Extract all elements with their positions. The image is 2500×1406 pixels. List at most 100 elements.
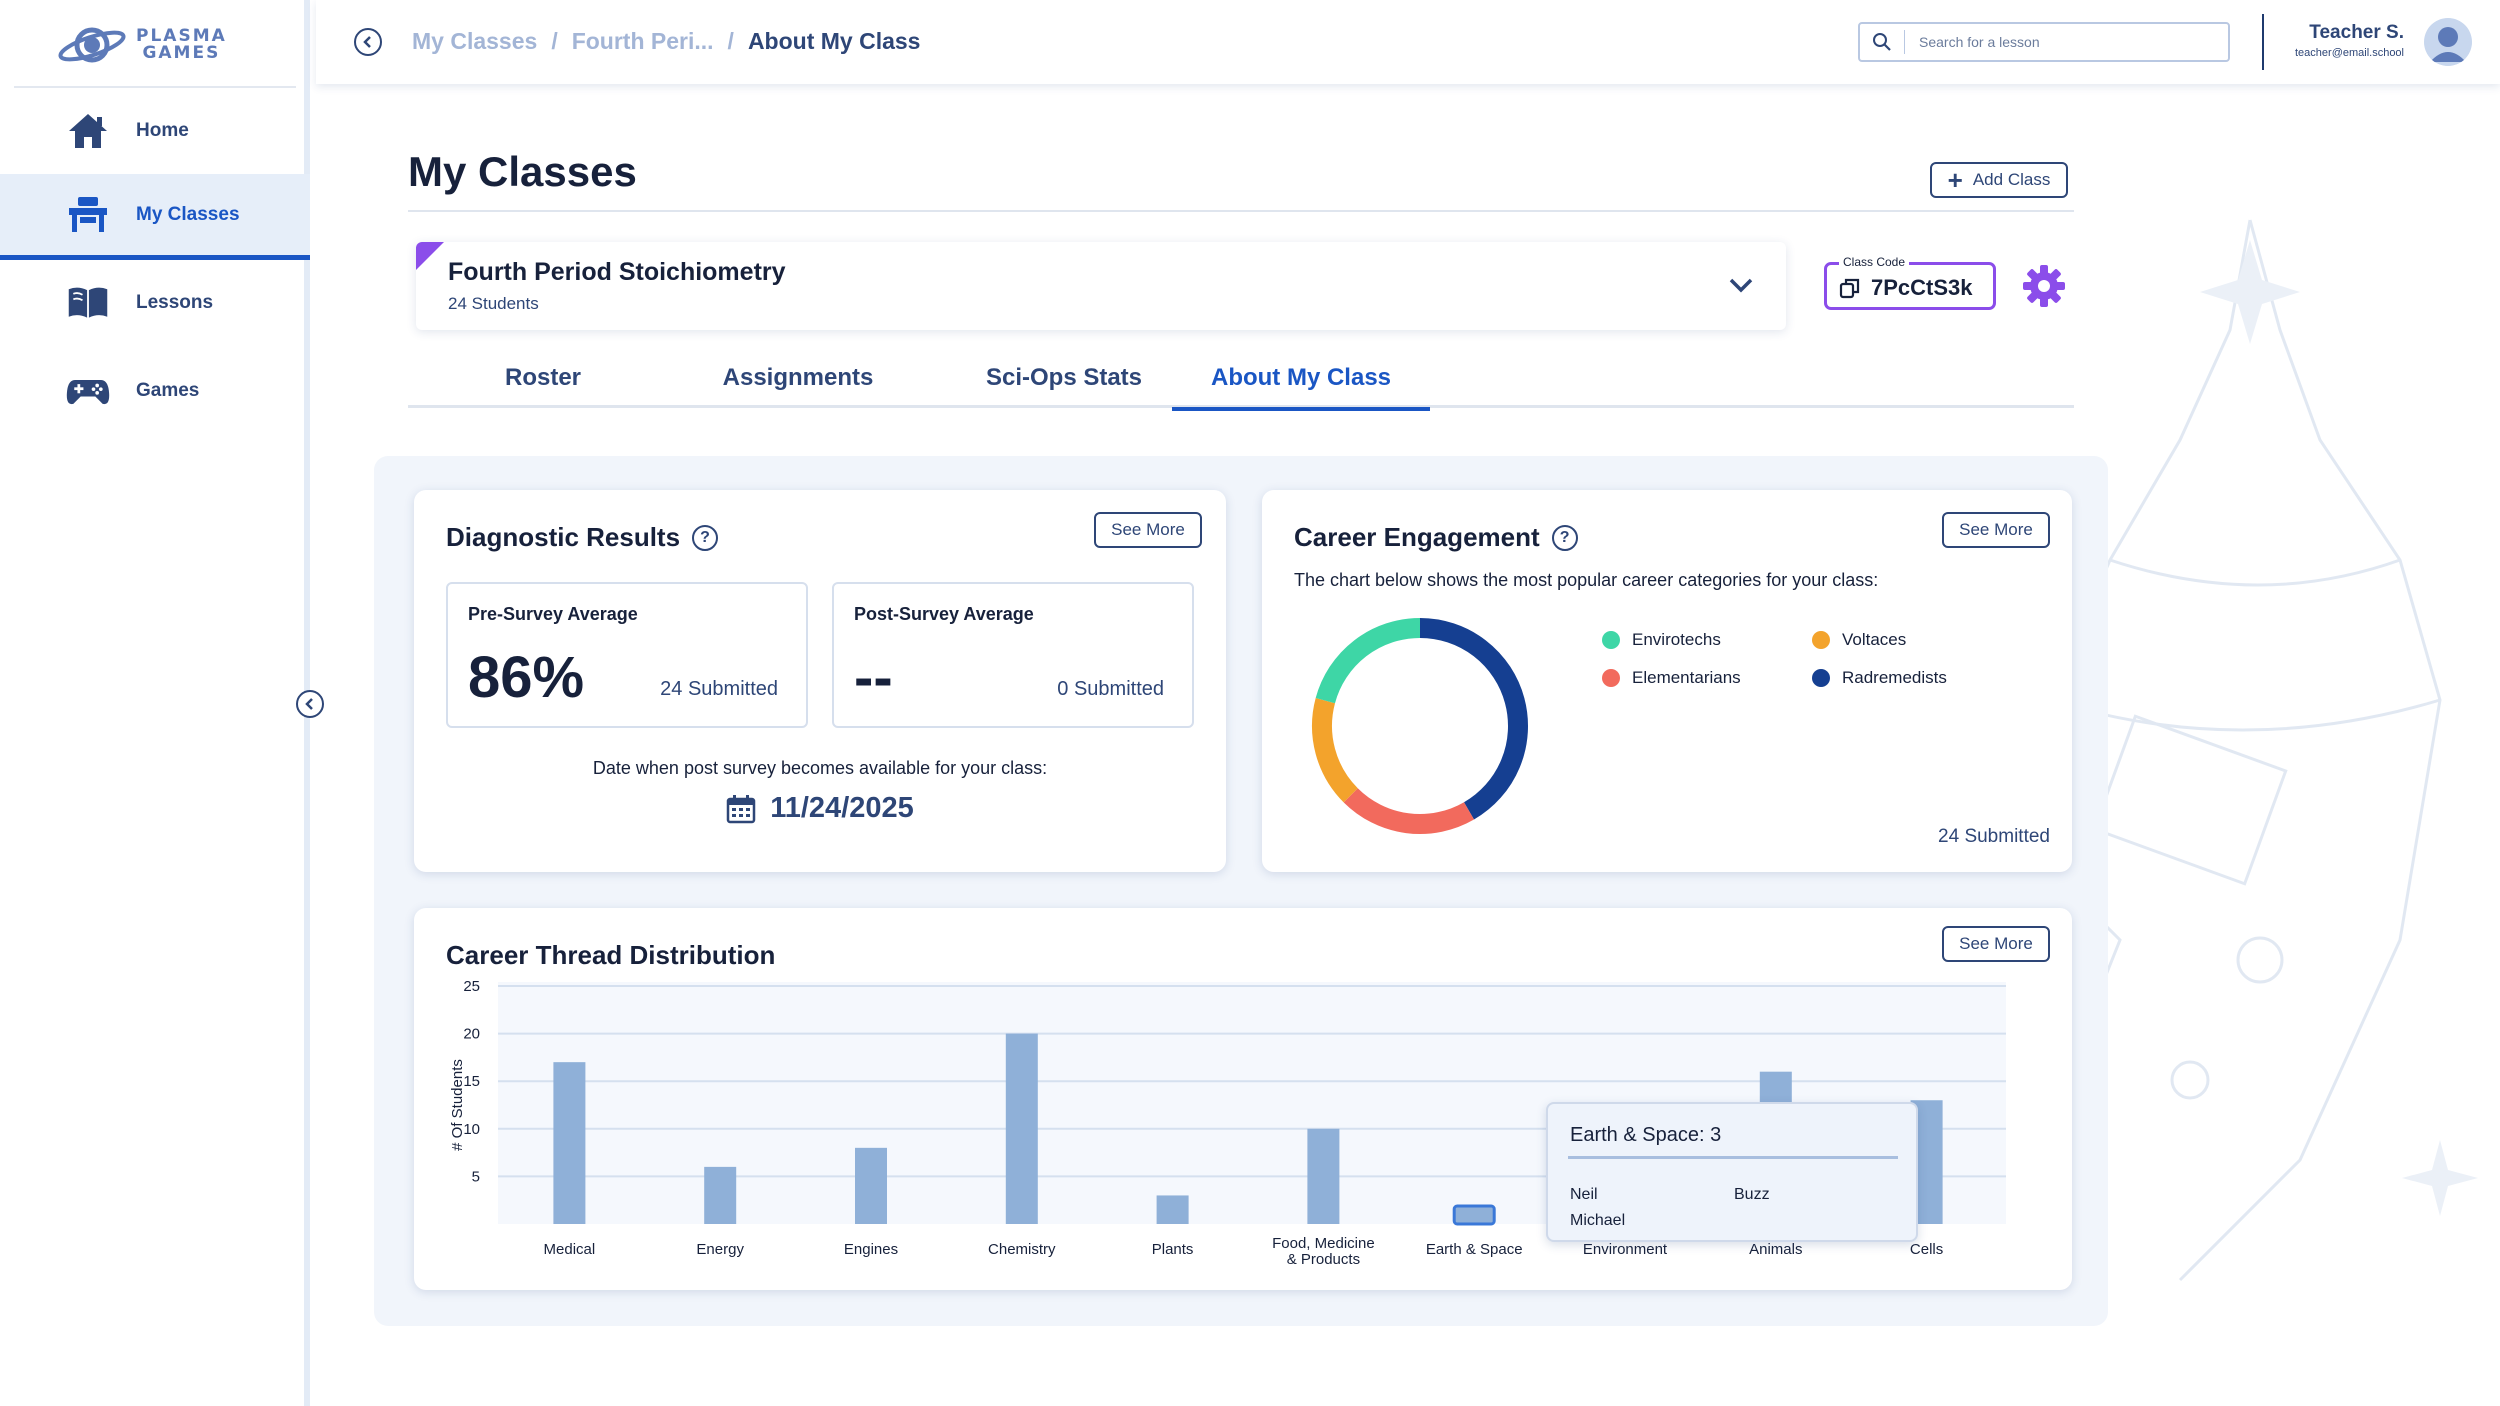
bar-energy[interactable] [704,1166,737,1224]
card-title-text: Career Engagement [1294,522,1540,552]
tab-about-my-class[interactable]: About My Class [1172,364,1430,411]
bar-earth-space[interactable] [1452,1204,1496,1226]
desk-icon [66,195,110,235]
pre-survey-submitted: 24 Submitted [660,678,778,700]
x-tick-label: Environment [1583,1241,1668,1258]
book-icon [66,283,110,323]
y-tick-label: 10 [463,1121,480,1138]
search-divider [1904,30,1905,54]
title-divider [408,210,2074,212]
career-engagement-title: Career Engagement ? [1294,522,1578,553]
bar-food-medicine-products[interactable] [1307,1128,1340,1224]
logo-wordmark: PLASMA GAMES [136,26,227,63]
sidebar-item-games[interactable]: Games [0,348,310,434]
breadcrumb-current: About My Class [747,28,921,54]
legend-label: Voltaces [1842,630,1907,649]
planet-logo-icon [58,27,126,63]
breadcrumb-separator: / [727,28,734,54]
breadcrumb-my-classes[interactable]: My Classes [412,28,538,54]
tab-roster[interactable]: Roster [504,364,582,391]
copy-icon [1839,278,1860,299]
pre-survey-label: Pre-Survey Average [468,604,638,624]
bar-medical[interactable] [553,1062,586,1224]
x-tick-label: & Products [1287,1251,1360,1268]
y-tick-label: 15 [463,1073,480,1090]
y-tick-label: 5 [472,1168,480,1185]
donut-slice-elementarians[interactable] [1343,788,1474,834]
sidebar-item-home[interactable]: Home [0,88,310,174]
y-tick-label: 20 [463,1026,480,1043]
donut-slice-radremedists[interactable] [1419,618,1528,820]
tab-assignments[interactable]: Assignments [722,364,874,391]
post-survey-average: -- [854,645,893,710]
card-title-text: Career Thread Distribution [446,940,776,970]
tooltip-title: Earth & Space: 3 [1570,1124,1722,1146]
help-icon[interactable]: ? [692,524,719,551]
x-tick-label: Cells [1910,1241,1943,1258]
add-class-label: Add Class [1972,170,2051,189]
user-avatar-icon [2424,18,2472,66]
back-button[interactable] [354,28,382,56]
gamepad-icon [66,371,110,411]
sidebar-divider [14,86,296,88]
x-tick-label: Chemistry [988,1241,1056,1258]
page-title: My Classes [408,148,637,195]
donut-slice-envirotechs[interactable] [1315,618,1421,704]
y-tick-label: 25 [463,978,480,995]
career-engagement-see-more-button[interactable]: See More [1942,512,2050,548]
plasma-games-logo[interactable]: PLASMA GAMES [56,20,256,70]
plus-icon: + [1947,165,1963,195]
diagnostic-see-more-button[interactable]: See More [1094,512,1202,548]
pre-survey-box: Pre-Survey Average 86% 24 Submitted [446,582,808,728]
career-engagement-submitted: 24 Submitted [1938,826,2050,847]
class-code-text: 7PcCtS3k [1871,275,1973,300]
class-tabs: Roster Assignments Sci-Ops Stats About M… [408,350,2074,411]
search-box[interactable] [1858,22,2230,62]
tab-sci-ops-stats[interactable]: Sci-Ops Stats [985,364,1143,391]
bar-tooltip: Earth & Space: 3 Neil Buzz Michael [1546,1102,1918,1242]
bar-plants[interactable] [1156,1195,1189,1224]
topbar-divider [2262,14,2264,70]
chevron-down-icon [1729,278,1753,293]
tooltip-student-name: Neil [1570,1186,1598,1203]
bar-engines[interactable] [855,1147,887,1224]
class-code-copy-button[interactable]: Class Code 7PcCtS3k [1824,255,1996,310]
breadcrumb-separator: / [551,28,558,54]
help-icon[interactable]: ? [1551,524,1578,551]
x-tick-label: Medical [544,1241,596,1258]
class-code-label: Class Code [1839,255,1910,269]
calendar-icon [726,794,756,823]
diagnostic-results-card: Diagnostic Results ? See More Pre-Survey… [414,490,1226,872]
post-survey-box: Post-Survey Average -- 0 Submitted [832,582,1194,728]
gear-icon[interactable] [2022,264,2066,308]
donut-slice-voltaces[interactable] [1312,698,1358,803]
avatar[interactable] [2424,18,2472,66]
tooltip-student-name: Buzz [1734,1186,1770,1203]
user-info: Teacher S. teacher@email.school [2288,22,2404,59]
breadcrumb-class[interactable]: Fourth Peri... [571,28,714,54]
career-engagement-card: Career Engagement ? See More The chart b… [1262,490,2072,872]
class-color-marker [416,242,444,270]
legend-item-radremedists: Radremedists [1812,668,1947,688]
career-thread-title: Career Thread Distribution [446,940,775,971]
bar-chemistry[interactable] [1005,1033,1038,1224]
search-icon [1873,33,1891,51]
legend-dot [1602,669,1620,687]
sidebar-item-lessons[interactable]: Lessons [0,260,310,346]
career-thread-see-more-button[interactable]: See More [1942,926,2050,962]
legend-label: Radremedists [1842,668,1947,687]
class-student-count: 24 Students [448,294,539,313]
add-class-button[interactable]: + Add Class [1930,162,2068,198]
legend-dot [1812,669,1830,687]
post-survey-label: Post-Survey Average [854,604,1034,624]
tooltip-student-name: Michael [1570,1212,1626,1229]
sidebar-item-label: My Classes [136,203,240,225]
class-selector-dropdown[interactable]: Fourth Period Stoichiometry 24 Students [416,242,1786,330]
card-title-text: Diagnostic Results [446,522,681,552]
sidebar-item-my-classes[interactable]: My Classes [0,174,310,260]
collapse-sidebar-button[interactable] [296,690,324,718]
search-input[interactable] [1919,34,2199,50]
career-engagement-description: The chart below shows the most popular c… [1294,570,1879,590]
legend-label: Envirotechs [1632,630,1721,649]
x-tick-label: Energy [696,1241,744,1258]
